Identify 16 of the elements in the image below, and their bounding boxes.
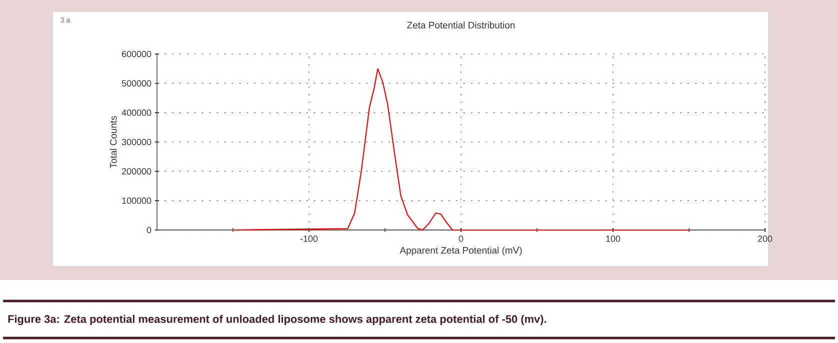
caption: Figure 3a: Zeta potential measurement of unloaded liposome shows apparent zeta potential of -50 (mv). [8,314,546,326]
y-tick-label: 200000 [122,168,152,175]
y-tick-label: 0 [146,226,152,234]
x-tick-label: 200 [758,236,772,242]
y-tick-label: 300000 [122,138,152,146]
x-tick-label: 100 [606,236,620,242]
line-series [232,68,690,231]
y-tick-label: 500000 [122,80,152,87]
chart-title: Zeta Potential Distribution [407,22,515,29]
x-tick-label: -100 [300,236,318,242]
y-tick-label: 400000 [122,109,152,116]
y-tick-label: 600000 [122,50,152,58]
x-axis-title: Apparent Zeta Potential (mV) [400,246,522,256]
x-tick-label: 0 [458,236,464,242]
y-tick-label: 100000 [122,197,152,204]
y-axis-title: Total Counts [110,116,117,168]
